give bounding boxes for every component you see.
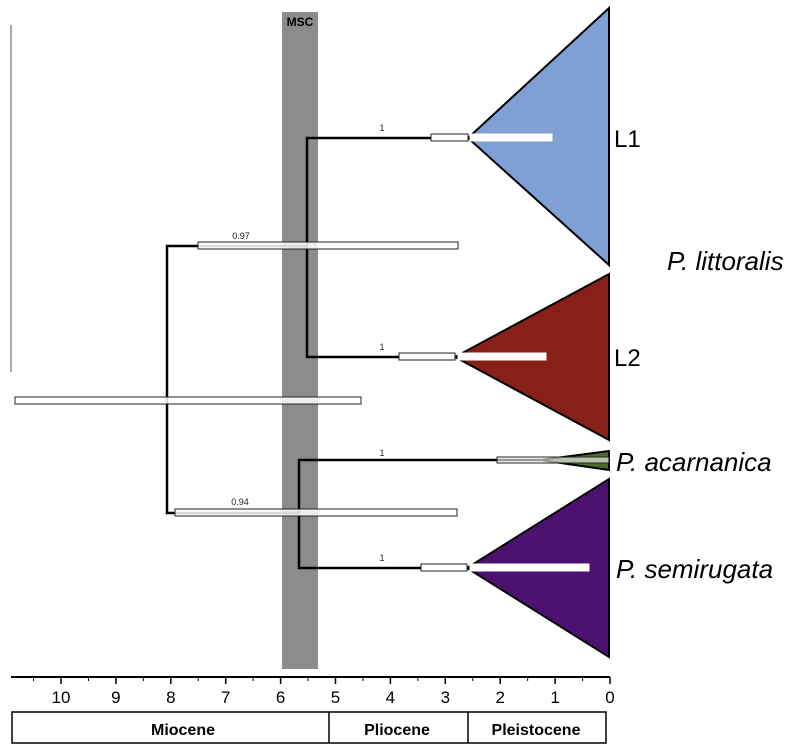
species-label-littoralis: P. littoralis xyxy=(667,246,784,276)
hpd-bar-semirugata-inner xyxy=(469,563,590,572)
epoch-bar-frame xyxy=(11,711,607,744)
axis-tick-label: 9 xyxy=(111,688,120,707)
posterior-littoralis: 0.97 xyxy=(232,231,250,241)
clade-label-l2: L2 xyxy=(614,345,641,372)
hpd-bar-l2-inner xyxy=(457,352,547,361)
epoch-pliocene: Pliocene xyxy=(364,722,430,739)
axis-tick-label: 3 xyxy=(441,688,450,707)
epoch-pleistocene: Pleistocene xyxy=(492,722,581,739)
posterior-l1: 1 xyxy=(379,123,384,133)
axis-tick-label: 10 xyxy=(52,688,71,707)
msc-band xyxy=(282,12,318,669)
hpd-bar-semirugata-node xyxy=(420,563,468,572)
axis-tick-label: 4 xyxy=(386,688,395,707)
posterior-acarnanica-semirugata: 0.94 xyxy=(231,497,249,507)
hpd-bar-acarnanica-semirugata xyxy=(174,508,458,517)
posterior-l2: 1 xyxy=(379,342,384,352)
msc-label: MSC xyxy=(287,15,314,29)
hpd-bar-l-clade xyxy=(197,241,459,250)
axis-tick-label: 0 xyxy=(605,688,614,707)
hpd-bar-l1-inner xyxy=(469,133,553,142)
hpd-bar-acarnanica xyxy=(496,456,610,464)
axis-tick-label: 1 xyxy=(550,688,559,707)
epoch-bar: Miocene Pliocene Pleistocene xyxy=(11,711,607,744)
time-axis: 10 9 8 7 6 5 4 3 2 1 0 xyxy=(11,676,615,707)
posterior-semirugata: 1 xyxy=(379,553,384,563)
hpd-bars xyxy=(14,133,610,572)
hpd-bar-root xyxy=(14,396,362,405)
axis-tick-label: 6 xyxy=(276,688,285,707)
epoch-miocene: Miocene xyxy=(151,722,215,739)
hpd-bar-l1-node xyxy=(430,133,469,142)
axis-tick-label: 7 xyxy=(221,688,230,707)
axis-tick-label: 8 xyxy=(166,688,175,707)
axis-tick-label: 5 xyxy=(331,688,340,707)
species-label-acarnanica: P. acarnanica xyxy=(616,447,772,477)
axis-tick-label: 2 xyxy=(495,688,504,707)
species-label-semirugata: P. semirugata xyxy=(616,554,773,584)
clade-label-l1: L1 xyxy=(614,126,641,153)
hpd-bar-l2-node xyxy=(398,352,456,361)
axis-ticks: 10 9 8 7 6 5 4 3 2 1 0 xyxy=(33,677,615,707)
posterior-acarnanica: 1 xyxy=(379,448,384,458)
